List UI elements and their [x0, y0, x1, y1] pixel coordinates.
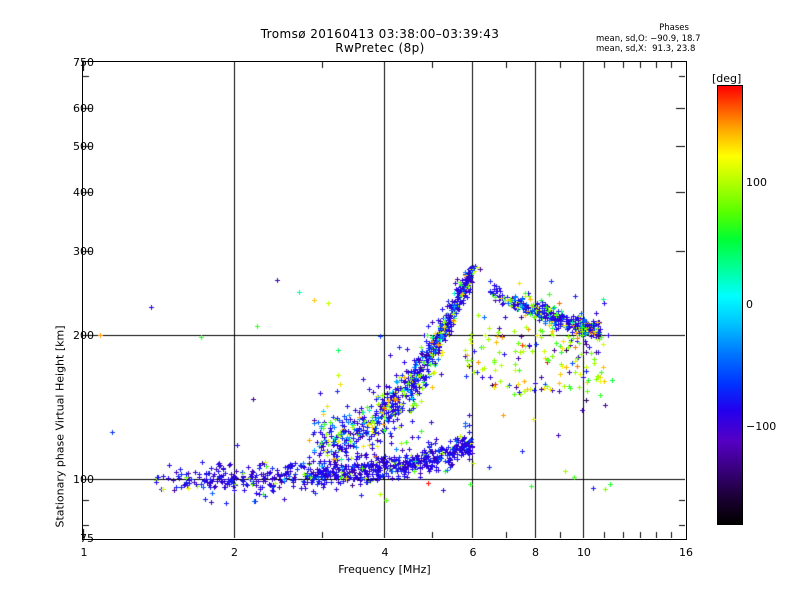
colorbar-tick-2: −100 [746, 420, 777, 434]
y-tick-300: 300 [73, 245, 94, 259]
colorbar-tick-1: 0 [746, 298, 753, 311]
scatter-canvas [83, 62, 685, 538]
x-tick-2: 2 [231, 546, 238, 559]
phase-stats-heading: Phases [659, 23, 689, 33]
y-tick-75: 75 [80, 532, 94, 545]
plot-area [82, 61, 687, 540]
y-tick-750: 750 [73, 56, 94, 69]
colorbar-tick-0: 100 [746, 175, 767, 189]
y-axis-label: Stationary phase Virtual Height [km] [53, 325, 67, 528]
x-tick-1: 1 [80, 546, 88, 559]
y-tick-200: 200 [73, 329, 94, 343]
y-tick-500: 500 [73, 139, 94, 153]
x-tick-10: 10 [576, 546, 591, 559]
plot-title-line2: RwPretec (8p) [335, 41, 425, 55]
phase-stats-o-mode: mean, sd,O: −90.9, 18.7 [596, 33, 701, 44]
phase-stats-x-mode: mean, sd,X: 91.3, 23.8 [596, 44, 696, 54]
y-axis-label-wrap: Stationary phase Virtual Height [km] [30, 120, 67, 527]
colorbar [717, 85, 743, 525]
x-tick-8: 8 [532, 546, 539, 559]
x-tick-16: 16 [679, 546, 693, 559]
x-tick-6: 6 [469, 546, 477, 559]
phase-stats-block: Phases mean, sd,O: −90.9, 18.7 mean, sd,… [596, 23, 781, 55]
x-axis-label: Frequency [MHz] [338, 563, 431, 576]
plot-title-line1: Tromsø 20160413 03:38:00–03:39:43 [260, 27, 500, 41]
x-tick-4: 4 [381, 546, 389, 559]
y-tick-400: 400 [73, 185, 94, 199]
colorbar-unit-label: [deg] [712, 72, 742, 85]
y-tick-100: 100 [73, 472, 94, 486]
y-tick-600: 600 [73, 102, 94, 116]
